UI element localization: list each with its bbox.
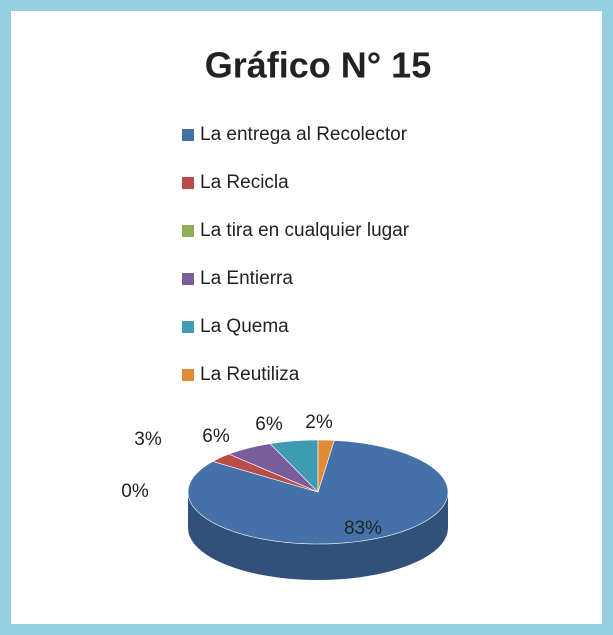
pie-slice bbox=[212, 453, 319, 493]
legend-label: La Recicla bbox=[200, 172, 289, 193]
pie-slice bbox=[269, 439, 319, 493]
data-label: 3% bbox=[134, 429, 162, 450]
data-label: 6% bbox=[255, 414, 283, 435]
data-label: 0% bbox=[121, 481, 149, 502]
legend-label: La Reutiliza bbox=[200, 364, 300, 385]
data-label: 6% bbox=[202, 426, 230, 447]
legend-label: La entrega al Recolector bbox=[200, 124, 408, 145]
data-label: 2% bbox=[305, 412, 333, 433]
pie-slice bbox=[317, 439, 335, 493]
legend-swatch bbox=[182, 321, 194, 333]
legend-swatch bbox=[182, 177, 194, 189]
legend-swatch bbox=[182, 225, 194, 237]
legend-label: La tira en cualquier lugar bbox=[200, 220, 410, 241]
pie-side bbox=[188, 492, 448, 580]
legend-label: La Entierra bbox=[200, 268, 293, 289]
legend-swatch bbox=[182, 369, 194, 381]
legend-swatch bbox=[182, 273, 194, 285]
legend-label: La Quema bbox=[200, 316, 289, 337]
chart-title: Gráfico N° 15 bbox=[205, 45, 431, 86]
legend-swatch bbox=[182, 129, 194, 141]
data-label: 83% bbox=[344, 518, 382, 539]
pie-slice bbox=[228, 443, 319, 493]
